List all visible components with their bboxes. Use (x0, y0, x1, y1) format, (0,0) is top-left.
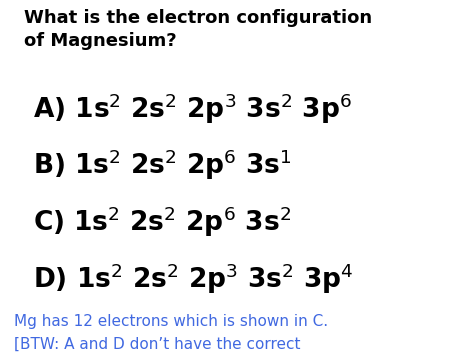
Text: Mg has 12 electrons which is shown in C.: Mg has 12 electrons which is shown in C. (14, 314, 328, 329)
Text: B) 1s$^{2}$ 2s$^{2}$ 2p$^{6}$ 3s$^{1}$: B) 1s$^{2}$ 2s$^{2}$ 2p$^{6}$ 3s$^{1}$ (33, 148, 292, 182)
Text: of Magnesium?: of Magnesium? (24, 32, 176, 50)
Text: [BTW: A and D don’t have the correct: [BTW: A and D don’t have the correct (14, 337, 301, 352)
Text: A) 1s$^{2}$ 2s$^{2}$ 2p$^{3}$ 3s$^{2}$ 3p$^{6}$: A) 1s$^{2}$ 2s$^{2}$ 2p$^{3}$ 3s$^{2}$ 3… (33, 91, 352, 126)
Text: C) 1s$^{2}$ 2s$^{2}$ 2p$^{6}$ 3s$^{2}$: C) 1s$^{2}$ 2s$^{2}$ 2p$^{6}$ 3s$^{2}$ (33, 204, 291, 239)
Text: What is the electron configuration: What is the electron configuration (24, 9, 372, 27)
Text: D) 1s$^{2}$ 2s$^{2}$ 2p$^{3}$ 3s$^{2}$ 3p$^{4}$: D) 1s$^{2}$ 2s$^{2}$ 2p$^{3}$ 3s$^{2}$ 3… (33, 261, 354, 296)
